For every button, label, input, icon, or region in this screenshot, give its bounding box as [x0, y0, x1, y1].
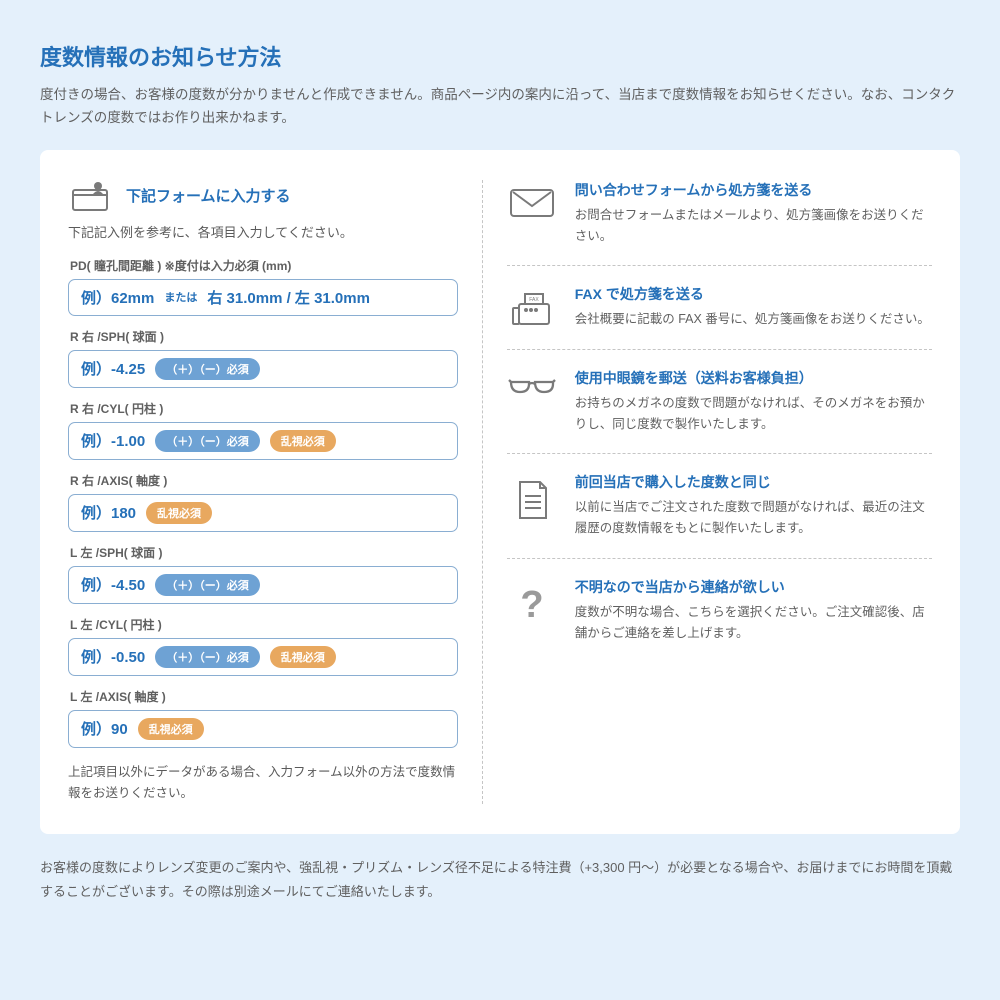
- field-label: R 右 /AXIS( 軸度 ): [68, 472, 458, 489]
- field-group: L 左 /AXIS( 軸度 ) 例）90 乱視必須: [68, 688, 458, 748]
- footer-note: お客様の度数によりレンズ変更のご案内や、強乱視・プリズム・レンズ径不足による特注…: [40, 856, 960, 903]
- pill-required-sign: （＋）（ー）必須: [155, 430, 260, 452]
- method-text: 不明なので当店から連絡が欲しい度数が不明な場合、こちらを選択ください。ご注文確認…: [575, 577, 932, 645]
- field-example: 例）-4.25: [81, 358, 145, 379]
- svg-text:FAX: FAX: [529, 297, 539, 303]
- field-example: 例）62mm: [81, 287, 154, 308]
- method-title: FAX で処方箋を送る: [575, 284, 932, 304]
- page-title: 度数情報のお知らせ方法: [40, 40, 960, 72]
- field-example: 例）-4.50: [81, 574, 145, 595]
- method-item: 問い合わせフォームから処方箋を送るお問合せフォームまたはメールより、処方箋画像を…: [507, 180, 932, 267]
- intro-text: 度付きの場合、お客様の度数が分かりませんと作成できません。商品ページ内の案内に沿…: [40, 84, 960, 130]
- method-text: FAX で処方箋を送る会社概要に記載の FAX 番号に、処方箋画像をお送りくださ…: [575, 284, 932, 330]
- method-title: 前回当店で購入した度数と同じ: [575, 472, 932, 492]
- field-example-box: 例）-0.50 （＋）（ー）必須乱視必須: [68, 638, 458, 676]
- main-card: 下記フォームに入力する 下記記入例を参考に、各項目入力してください。 PD( 瞳…: [40, 150, 960, 835]
- mail-icon: [507, 180, 557, 248]
- pill-required-sign: （＋）（ー）必須: [155, 358, 260, 380]
- field-sub: または: [164, 289, 197, 305]
- method-item: ? 不明なので当店から連絡が欲しい度数が不明な場合、こちらを選択ください。ご注文確…: [507, 559, 932, 645]
- field-label: R 右 /CYL( 円柱 ): [68, 400, 458, 417]
- field-label: PD( 瞳孔間距離 ) ※度付は入力必須 (mm): [68, 257, 458, 274]
- method-item: FAX FAX で処方箋を送る会社概要に記載の FAX 番号に、処方箋画像をお送り…: [507, 266, 932, 349]
- method-item: 使用中眼鏡を郵送（送料お客様負担） お持ちのメガネの度数で問題がなければ、そのメガ…: [507, 350, 932, 455]
- field-example: 例）180: [81, 502, 136, 523]
- field-label: L 左 /CYL( 円柱 ): [68, 616, 458, 633]
- field-example-box: 例）180 乱視必須: [68, 494, 458, 532]
- method-title: 使用中眼鏡を郵送（送料お客様負担）: [575, 368, 932, 388]
- form-input-icon: [68, 180, 112, 212]
- field-group: PD( 瞳孔間距離 ) ※度付は入力必須 (mm) 例）62mm または右 31.0…: [68, 257, 458, 316]
- field-label: R 右 /SPH( 球面 ): [68, 328, 458, 345]
- field-example: 例）-1.00: [81, 430, 145, 451]
- field-label: L 左 /AXIS( 軸度 ): [68, 688, 458, 705]
- field-label: L 左 /SPH( 球面 ): [68, 544, 458, 561]
- field-group: L 左 /CYL( 円柱 ) 例）-0.50 （＋）（ー）必須乱視必須: [68, 616, 458, 676]
- method-desc: お問合せフォームまたはメールより、処方箋画像をお送りください。: [575, 205, 932, 248]
- method-item: 前回当店で購入した度数と同じ以前に当店でご注文された度数で問題がなければ、最近の…: [507, 454, 932, 559]
- field-example-box: 例）90 乱視必須: [68, 710, 458, 748]
- left-panel: 下記フォームに入力する 下記記入例を参考に、各項目入力してください。 PD( 瞳…: [68, 180, 483, 805]
- method-text: 問い合わせフォームから処方箋を送るお問合せフォームまたはメールより、処方箋画像を…: [575, 180, 932, 248]
- left-panel-title: 下記フォームに入力する: [126, 185, 291, 206]
- pill-astigmatism: 乱視必須: [146, 502, 212, 524]
- question-icon: ?: [507, 577, 557, 645]
- field-example-box: 例）-1.00 （＋）（ー）必須乱視必須: [68, 422, 458, 460]
- field-example-box: 例）62mm または右 31.0mm / 左 31.0mm: [68, 279, 458, 316]
- pill-required-sign: （＋）（ー）必須: [155, 574, 260, 596]
- method-title: 不明なので当店から連絡が欲しい: [575, 577, 932, 597]
- field-group: R 右 /SPH( 球面 ) 例）-4.25 （＋）（ー）必須: [68, 328, 458, 388]
- left-panel-sub: 下記記入例を参考に、各項目入力してください。: [68, 222, 458, 241]
- method-text: 使用中眼鏡を郵送（送料お客様負担） お持ちのメガネの度数で問題がなければ、そのメガ…: [575, 368, 932, 436]
- svg-text:?: ?: [520, 584, 543, 626]
- left-panel-note: 上記項目以外にデータがある場合、入力フォーム以外の方法で度数情報をお送りください…: [68, 762, 458, 805]
- pill-astigmatism: 乱視必須: [270, 430, 336, 452]
- method-desc: 会社概要に記載の FAX 番号に、処方箋画像をお送りください。: [575, 309, 932, 330]
- field-example: 例）-0.50: [81, 646, 145, 667]
- field-group: L 左 /SPH( 球面 ) 例）-4.50 （＋）（ー）必須: [68, 544, 458, 604]
- field-group: R 右 /AXIS( 軸度 ) 例）180 乱視必須: [68, 472, 458, 532]
- method-text: 前回当店で購入した度数と同じ以前に当店でご注文された度数で問題がなければ、最近の…: [575, 472, 932, 540]
- fax-icon: FAX: [507, 284, 557, 330]
- right-panel: 問い合わせフォームから処方箋を送るお問合せフォームまたはメールより、処方箋画像を…: [483, 180, 932, 805]
- pill-astigmatism: 乱視必須: [138, 718, 204, 740]
- method-title: 問い合わせフォームから処方箋を送る: [575, 180, 932, 200]
- field-example-box: 例）-4.50 （＋）（ー）必須: [68, 566, 458, 604]
- glasses-icon: [507, 368, 557, 436]
- method-desc: 度数が不明な場合、こちらを選択ください。ご注文確認後、店舗からご連絡を差し上げま…: [575, 602, 932, 645]
- pill-required-sign: （＋）（ー）必須: [155, 646, 260, 668]
- pill-astigmatism: 乱視必須: [270, 646, 336, 668]
- method-desc: お持ちのメガネの度数で問題がなければ、そのメガネをお預かりし、同じ度数で製作いた…: [575, 393, 932, 436]
- field-group: R 右 /CYL( 円柱 ) 例）-1.00 （＋）（ー）必須乱視必須: [68, 400, 458, 460]
- field-example-2: 右 31.0mm / 左 31.0mm: [207, 287, 370, 308]
- doc-icon: [507, 472, 557, 540]
- field-example: 例）90: [81, 718, 128, 739]
- field-example-box: 例）-4.25 （＋）（ー）必須: [68, 350, 458, 388]
- method-desc: 以前に当店でご注文された度数で問題がなければ、最近の注文履歴の度数情報をもとに製…: [575, 497, 932, 540]
